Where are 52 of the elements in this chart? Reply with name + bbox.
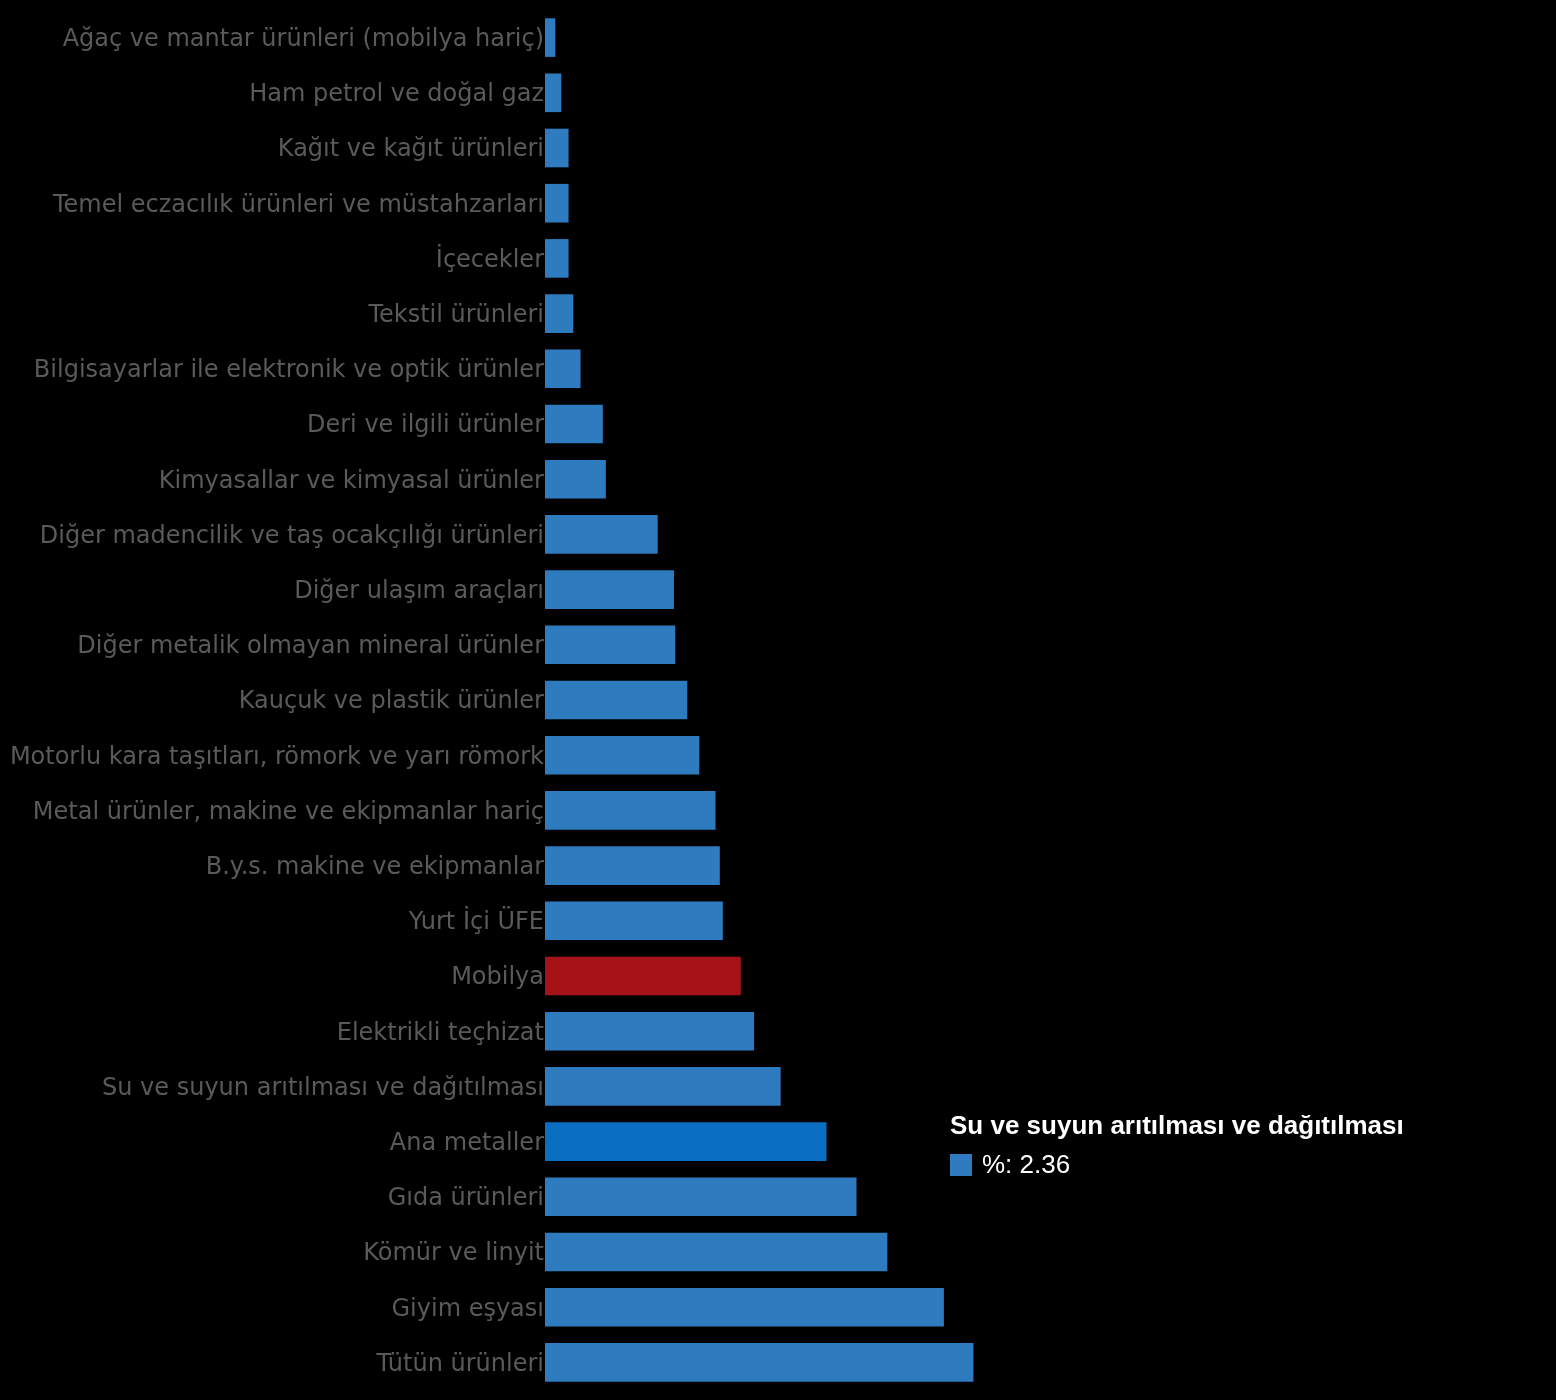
y-tick-label: Temel eczacılık ürünleri ve müstahzarları [52, 189, 544, 218]
y-tick-label: Kömür ve linyit [363, 1238, 544, 1267]
y-tick-label: Kağıt ve kağıt ürünleri [277, 134, 544, 163]
y-tick-label: Kauçuk ve plastik ürünler [238, 686, 545, 715]
y-tick-label: Yurt İçi ÜFE [407, 906, 544, 936]
y-tick-label: Kimyasallar ve kimyasal ürünler [158, 465, 545, 494]
bar [545, 956, 741, 996]
bar [545, 735, 700, 775]
bar [545, 294, 574, 333]
bar [545, 1177, 857, 1217]
bar [545, 680, 688, 720]
bar [545, 183, 569, 223]
y-tick-label: Motorlu kara taşıtları, römork ve yarı römork [9, 741, 545, 770]
y-tick-label: Metal ürünler, makine ve ekipmanlar hariç [32, 796, 544, 825]
bar [545, 1011, 755, 1051]
bar [545, 459, 606, 499]
bar [545, 901, 723, 941]
y-tick-label: Gıda ürünleri [387, 1183, 544, 1212]
y-tick-label: Bilgisayarlar ile elektronik ve optik ürünler [33, 355, 545, 384]
bar [545, 73, 562, 113]
text: %: 2.36 [982, 1149, 1071, 1180]
y-tick-label: Ham petrol ve doğal gaz [249, 79, 544, 108]
y-tick-label: Diğer metalik olmayan mineral ürünler [77, 631, 545, 660]
bar [545, 1067, 781, 1106]
y-tick-label: Tütün ürünleri [375, 1348, 544, 1377]
bar [545, 349, 581, 389]
y-tick-label: B.y.s. makine ve ekipmanlar [205, 852, 545, 880]
bar [545, 625, 676, 665]
y-tick-label: Diğer madencilik ve taş ocakçılığı ürünleri [39, 520, 544, 549]
y-tick-label: Deri ve ilgili ürünler [306, 410, 545, 439]
y-tick-label: Mobilya [451, 962, 544, 991]
bar [545, 1343, 974, 1382]
y-tick-label: Ana metaller [389, 1128, 545, 1156]
y-tick-label: Elektrikli teçhizat [336, 1017, 544, 1046]
bar [545, 515, 658, 554]
bar [545, 1122, 827, 1161]
y-tick-label: Su ve suyun arıtılması ve dağıtılması [102, 1072, 544, 1101]
bar [545, 1287, 944, 1327]
bar [545, 239, 569, 278]
y-tick-label: Diğer ulaşım araçları [294, 576, 544, 604]
bar [545, 1232, 888, 1272]
bar [545, 404, 603, 444]
bar [545, 18, 556, 57]
y-tick-label: Tekstil ürünleri [367, 300, 544, 328]
y-tick-label: İçecekler [435, 243, 545, 273]
bar [545, 791, 716, 830]
y-tick-label: Ağaç ve mantar ürünleri (mobilya hariç) [62, 24, 544, 52]
bar [545, 846, 720, 885]
y-tick-label: Giyim eşyası [391, 1293, 544, 1322]
annotation: Su ve suyun arıtılması ve dağıtılması [950, 1110, 1404, 1141]
bar [545, 570, 674, 609]
bar [545, 128, 569, 168]
